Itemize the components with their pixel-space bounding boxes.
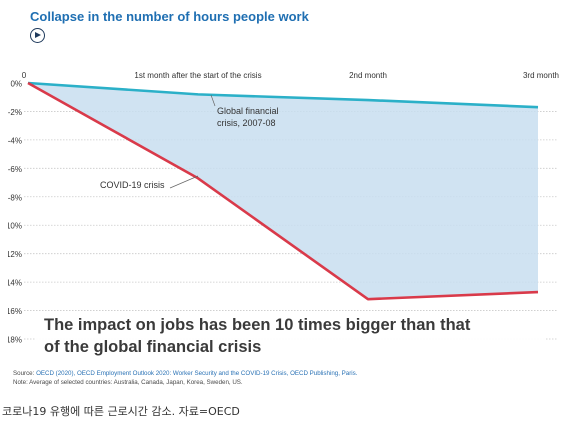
leader-line	[210, 94, 216, 107]
chart-svg: 0% -2% -4% -6% -8% -10% -12% -14% -16% -18% 0 1st m…	[8, 71, 559, 345]
source-note: Source: OECD (2020), OECD Employment Out…	[13, 369, 553, 387]
callout-line-1: The impact on jobs has been 10 times big…	[44, 316, 471, 334]
callout-box: The impact on jobs has been 10 times big…	[36, 311, 546, 358]
series-label-gfc: Global financial	[217, 106, 279, 116]
y-tick-label: -6%	[8, 165, 22, 174]
series-line	[27, 81, 539, 109]
series-line	[27, 81, 539, 301]
y-tick-label: -16%	[8, 307, 22, 316]
play-icon[interactable]	[30, 28, 45, 43]
shaded-area	[28, 83, 538, 300]
label-layer: Global financial crisis, 2007-08 COVID-19 …	[100, 94, 279, 190]
series-label-covid: COVID-19 crisis	[100, 180, 165, 190]
x-tick-label: 2nd month	[349, 71, 387, 80]
y-tick-label: -14%	[8, 279, 22, 288]
callout-line-2: of the global financial crisis	[44, 338, 262, 356]
image-caption: 코로나19 유행에 따른 근로시간 감소. 자료=OECD	[2, 405, 240, 418]
chart-figure: Collapse in the number of hours people w…	[8, 0, 562, 395]
leader-line	[169, 175, 199, 189]
x-tick-label: 1st month after the start of the crisis	[134, 71, 261, 80]
x-tick-label: 3rd month	[523, 71, 559, 80]
series-label-gfc: crisis, 2007-08	[217, 118, 276, 128]
line-layer	[27, 81, 539, 301]
area-layer	[28, 83, 538, 300]
y-tick-label: -2%	[8, 108, 22, 117]
x-tick-label: 0	[22, 71, 27, 80]
y-tick-label: -10%	[8, 222, 22, 231]
y-tick-label: -12%	[8, 250, 22, 259]
y-tick-label: -18%	[8, 336, 22, 345]
chart-title: Collapse in the number of hours people w…	[30, 9, 309, 24]
y-tick-label: -8%	[8, 193, 22, 202]
source-label: Source:	[13, 370, 35, 377]
source-link[interactable]: OECD (2020), OECD Employment Outlook 202…	[36, 370, 358, 377]
source-line: Source: OECD (2020), OECD Employment Out…	[13, 369, 553, 378]
y-tick-label: -4%	[8, 136, 22, 145]
note-line: Note: Average of selected countries: Aus…	[13, 379, 243, 386]
y-tick-label: 0%	[10, 80, 22, 89]
